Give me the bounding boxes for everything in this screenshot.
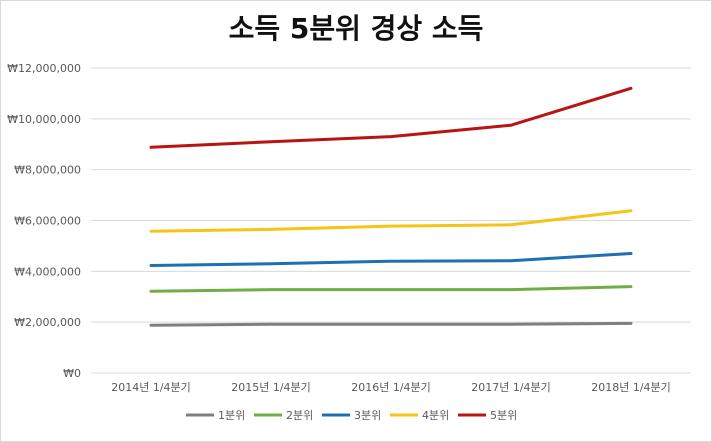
series-line-4분위 xyxy=(149,209,633,233)
y-tick-label: ₩2,000,000 xyxy=(14,316,81,329)
legend-label: 1분위 xyxy=(218,409,245,422)
y-tick-label: ₩8,000,000 xyxy=(14,164,81,177)
x-tick-label: 2016년 1/4분기 xyxy=(351,381,431,394)
x-tick-label: 2018년 1/4분기 xyxy=(591,381,671,394)
x-tick-label: 2015년 1/4분기 xyxy=(231,381,311,394)
y-tick-label: ₩4,000,000 xyxy=(14,265,81,278)
series-line-3분위 xyxy=(149,252,633,267)
legend-label: 3분위 xyxy=(354,409,381,422)
series-line-2분위 xyxy=(149,285,633,293)
x-tick-label: 2017년 1/4분기 xyxy=(471,381,551,394)
legend-label: 5분위 xyxy=(490,409,517,422)
series-line-5분위 xyxy=(149,86,633,149)
x-tick-label: 2014년 1/4분기 xyxy=(111,381,191,394)
legend-label: 4분위 xyxy=(422,409,449,422)
y-tick-label: ₩6,000,000 xyxy=(14,215,81,228)
legend-label: 2분위 xyxy=(286,409,313,422)
y-tick-label: ₩0 xyxy=(63,367,81,380)
chart-title: 소득 5분위 경상 소득 xyxy=(228,12,484,45)
y-tick-label: ₩10,000,000 xyxy=(7,113,81,126)
y-tick-label: ₩12,000,000 xyxy=(7,62,81,75)
series-line-1분위 xyxy=(149,321,633,327)
